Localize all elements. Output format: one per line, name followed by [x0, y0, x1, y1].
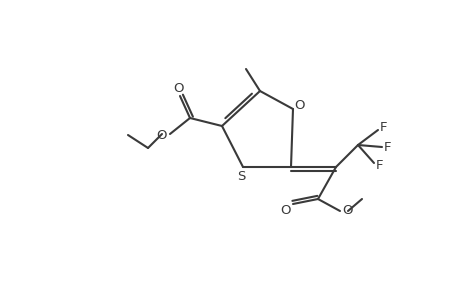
- Text: S: S: [236, 169, 245, 182]
- Text: F: F: [375, 158, 383, 172]
- Text: O: O: [157, 128, 167, 142]
- Text: O: O: [342, 205, 353, 218]
- Text: O: O: [174, 82, 184, 94]
- Text: O: O: [280, 203, 291, 217]
- Text: F: F: [380, 121, 387, 134]
- Text: F: F: [383, 140, 391, 154]
- Text: O: O: [294, 98, 305, 112]
